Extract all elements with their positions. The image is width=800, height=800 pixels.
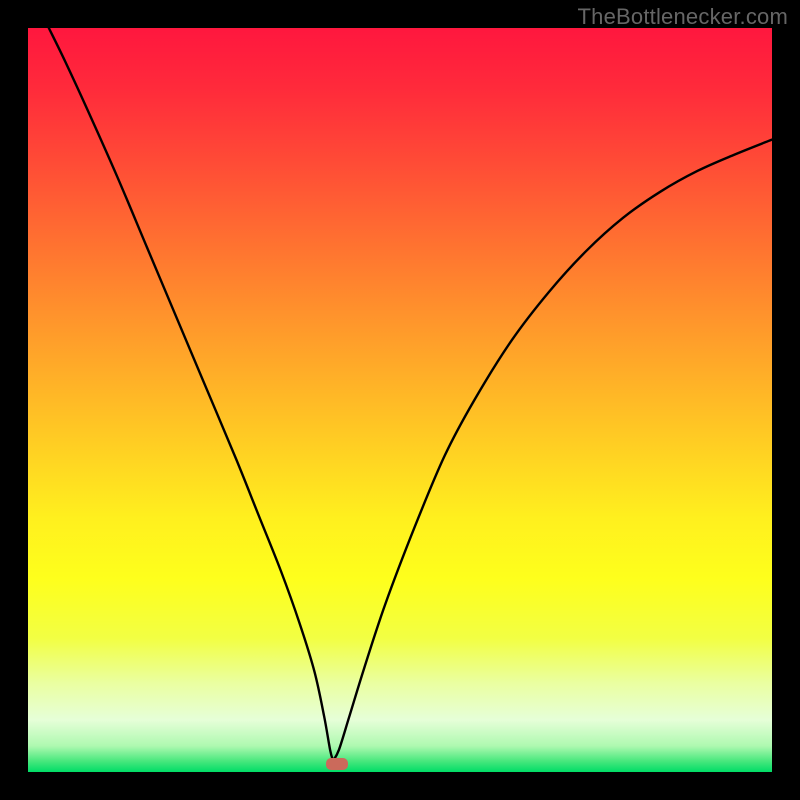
plot-outer-frame: [0, 0, 800, 800]
bottleneck-curve: [28, 28, 772, 772]
plot-area: [28, 28, 772, 772]
optimum-marker: [326, 758, 348, 770]
curve-path: [49, 28, 772, 761]
watermark-text: TheBottlenecker.com: [578, 4, 788, 30]
